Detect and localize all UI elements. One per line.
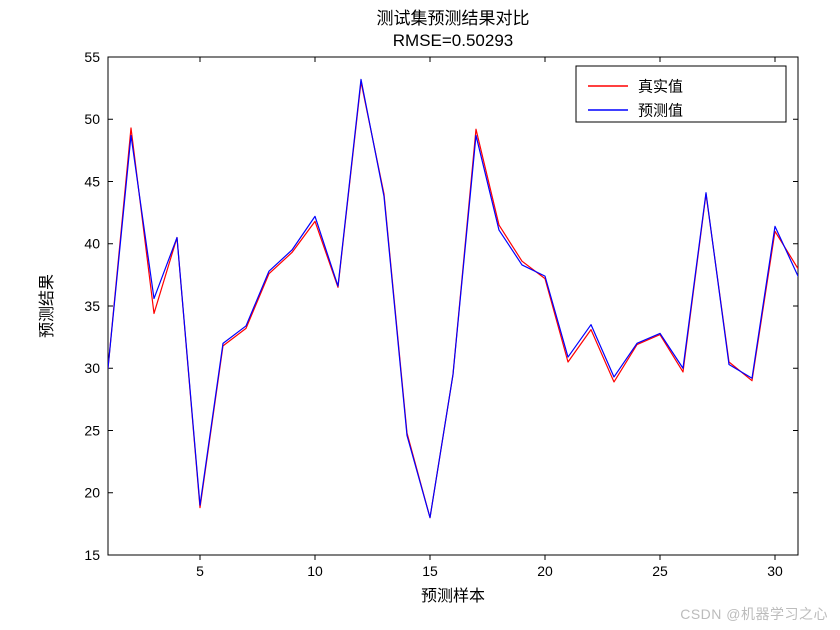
x-tick-label: 25: [652, 563, 668, 579]
y-tick-label: 55: [84, 49, 100, 65]
legend-label-actual: 真实值: [638, 77, 683, 95]
series-group: [108, 79, 798, 517]
y-tick-label: 45: [84, 173, 100, 189]
prediction-comparison-chart: 5 10 15 20 25 30 15 20 25 30 35 40 45 50 55 测试集预测结果对比 RM…: [0, 0, 840, 630]
x-axis-label: 预测样本: [421, 587, 485, 605]
y-tick-label: 50: [84, 111, 100, 127]
y-tick-label: 40: [84, 236, 100, 252]
plot-area: [108, 57, 798, 555]
chart-subtitle: RMSE=0.50293: [393, 31, 514, 50]
x-tick-label: 20: [537, 563, 553, 579]
y-tick-label: 15: [84, 547, 100, 563]
x-tick-label: 5: [196, 563, 204, 579]
y-tick-label: 35: [84, 298, 100, 314]
legend: 真实值预测值: [576, 66, 786, 122]
y-axis-label: 预测结果: [38, 274, 56, 338]
series-actual: [108, 82, 798, 518]
y-tick-label: 25: [84, 422, 100, 438]
x-tick-label: 10: [307, 563, 323, 579]
x-tick-label: 30: [767, 563, 783, 579]
legend-label-predicted: 预测值: [638, 102, 683, 119]
x-tick-label: 15: [422, 563, 438, 579]
y-tick-label: 20: [84, 485, 100, 501]
chart-title: 测试集预测结果对比: [377, 9, 530, 28]
series-predicted: [108, 79, 798, 517]
y-tick-label: 30: [84, 360, 100, 376]
